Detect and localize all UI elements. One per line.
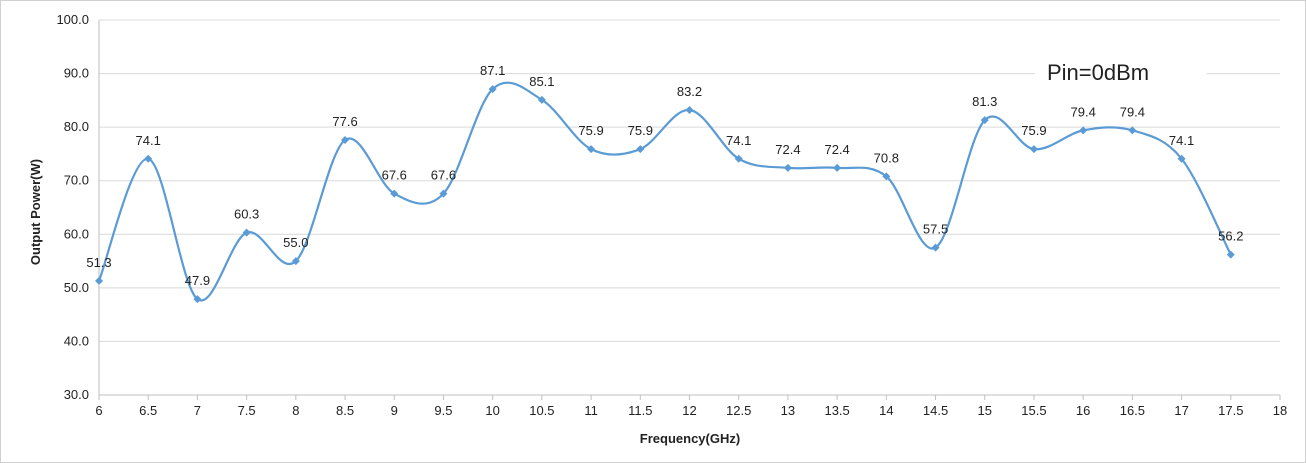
x-tick-label: 10 (485, 403, 499, 418)
data-point-marker (291, 257, 300, 266)
data-label: 67.6 (431, 168, 456, 183)
data-point-marker (439, 189, 448, 198)
y-tick-label: 80.0 (64, 119, 89, 134)
data-label: 87.1 (480, 63, 505, 78)
x-tick-label: 9.5 (434, 403, 452, 418)
data-label: 60.3 (234, 207, 259, 222)
x-tick-label: 16.5 (1120, 403, 1145, 418)
data-point-marker (1079, 126, 1088, 135)
data-label: 56.2 (1218, 229, 1243, 244)
x-tick-label: 14.5 (923, 403, 948, 418)
data-label: 79.4 (1120, 104, 1145, 119)
x-tick-label: 6 (95, 403, 102, 418)
data-label: 70.8 (874, 150, 899, 165)
data-label: 72.4 (824, 142, 849, 157)
data-point-marker (95, 276, 103, 285)
x-tick-label: 9 (391, 403, 398, 418)
x-tick-label: 8.5 (336, 403, 354, 418)
data-label: 81.3 (972, 94, 997, 109)
data-point-marker (734, 154, 743, 163)
data-label: 55.0 (283, 235, 308, 250)
data-point-marker (931, 243, 940, 252)
x-tick-label: 17 (1174, 403, 1188, 418)
data-point-marker (1177, 154, 1186, 163)
data-point-marker (488, 85, 497, 94)
x-tick-label: 7.5 (238, 403, 256, 418)
y-tick-label: 40.0 (64, 333, 89, 348)
y-tick-label: 60.0 (64, 226, 89, 241)
data-point-marker (242, 228, 251, 237)
data-point-marker (980, 116, 989, 125)
x-tick-label: 7 (194, 403, 201, 418)
y-axis-title: Output Power(W) (28, 159, 43, 265)
x-tick-label: 15 (978, 403, 992, 418)
data-markers (95, 85, 1235, 304)
data-point-marker (193, 295, 202, 304)
data-point-marker (685, 106, 694, 114)
data-point-marker (833, 163, 842, 172)
annotation-group: Pin=0dBm (1035, 52, 1207, 92)
x-tick-label: 16 (1076, 403, 1090, 418)
data-label: 77.6 (332, 114, 357, 129)
data-point-marker (587, 145, 596, 154)
data-point-marker (390, 189, 399, 198)
x-tick-label: 6.5 (139, 403, 157, 418)
data-label: 75.9 (578, 123, 603, 138)
data-label: 75.9 (628, 123, 653, 138)
x-tick-label: 13 (781, 403, 795, 418)
y-tick-label: 30.0 (64, 387, 89, 402)
data-label: 83.2 (677, 84, 702, 99)
y-tick-label: 70.0 (64, 173, 89, 188)
data-point-marker (1226, 250, 1235, 259)
x-axis-title: Frequency(GHz) (640, 431, 740, 446)
x-tick-label: 10.5 (529, 403, 554, 418)
y-tick-label: 90.0 (64, 66, 89, 81)
annotation-label: Pin=0dBm (1047, 60, 1149, 85)
data-label: 79.4 (1071, 104, 1096, 119)
x-tick-label: 11.5 (628, 403, 652, 418)
data-point-marker (636, 145, 645, 154)
data-label: 67.6 (382, 168, 407, 183)
data-label: 51.3 (86, 255, 111, 270)
data-point-marker (783, 163, 792, 172)
data-point-marker (1029, 145, 1038, 154)
x-tick-label: 11 (584, 403, 598, 418)
annotation-box (1035, 52, 1207, 92)
x-tick-label: 12 (682, 403, 696, 418)
data-label: 72.4 (775, 142, 800, 157)
data-labels: 51.3 74.1 47.9 60.3 55.0 77.6 67.6 67.6 87.1 85.1… (86, 63, 1243, 288)
x-tick-label: 15.5 (1021, 403, 1046, 418)
y-tick-label: 50.0 (64, 280, 89, 295)
data-point-marker (537, 95, 546, 104)
x-tick-label: 18 (1273, 403, 1287, 418)
x-tick-label: 12.5 (726, 403, 751, 418)
y-tick-label: 100.0 (56, 12, 89, 27)
x-tick-label: 8 (292, 403, 299, 418)
data-label: 75.9 (1021, 123, 1046, 138)
data-point-marker (341, 136, 350, 144)
data-label: 74.1 (136, 133, 161, 148)
data-point-marker (144, 154, 153, 163)
data-label: 85.1 (529, 74, 554, 89)
data-label: 47.9 (185, 273, 210, 288)
data-label: 74.1 (1169, 133, 1194, 148)
x-tick-label: 17.5 (1218, 403, 1243, 418)
data-point-marker (882, 172, 891, 181)
data-label: 57.5 (923, 222, 948, 237)
x-tick-label: 13.5 (824, 403, 849, 418)
x-tick-label: 14 (879, 403, 893, 418)
data-label: 74.1 (726, 133, 751, 148)
data-point-marker (1128, 126, 1137, 135)
